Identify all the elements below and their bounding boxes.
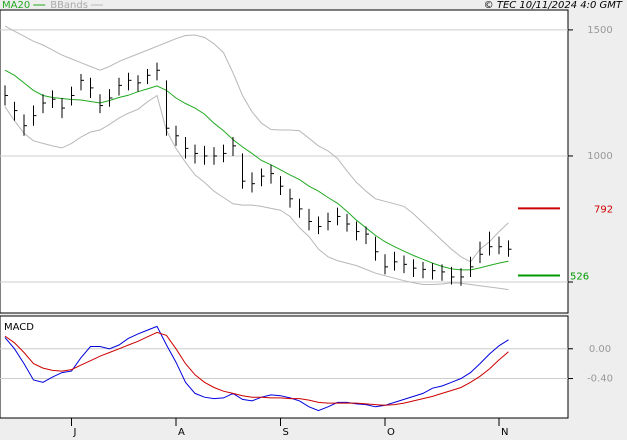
macd-panel (0, 315, 569, 419)
upper-band (4, 25, 509, 263)
macd-line (4, 331, 509, 406)
y-tick-label: -0.40 (587, 374, 613, 385)
legend-entry: MA20 (2, 0, 30, 11)
macd-line (4, 325, 509, 412)
ma-line (4, 69, 509, 271)
x-tick-label: N (501, 427, 508, 438)
y-tick-label: 1500 (587, 25, 612, 36)
credit: © TEC 10/11/2024 4:0 GMT (484, 0, 623, 11)
x-tick-label: O (387, 427, 395, 438)
x-tick-label: A (178, 427, 185, 438)
y-tick-label: 1000 (587, 151, 612, 162)
lower-band (4, 94, 509, 291)
level-label: 792 (594, 204, 613, 215)
x-tick-label: J (73, 427, 77, 438)
x-tick-label: S (283, 427, 289, 438)
y-tick-label: 0.00 (589, 344, 611, 355)
panel-title: MACD (4, 322, 34, 333)
price-panel (0, 9, 569, 314)
level-label: 526 (570, 271, 589, 282)
legend-entry: BBands (50, 0, 88, 11)
